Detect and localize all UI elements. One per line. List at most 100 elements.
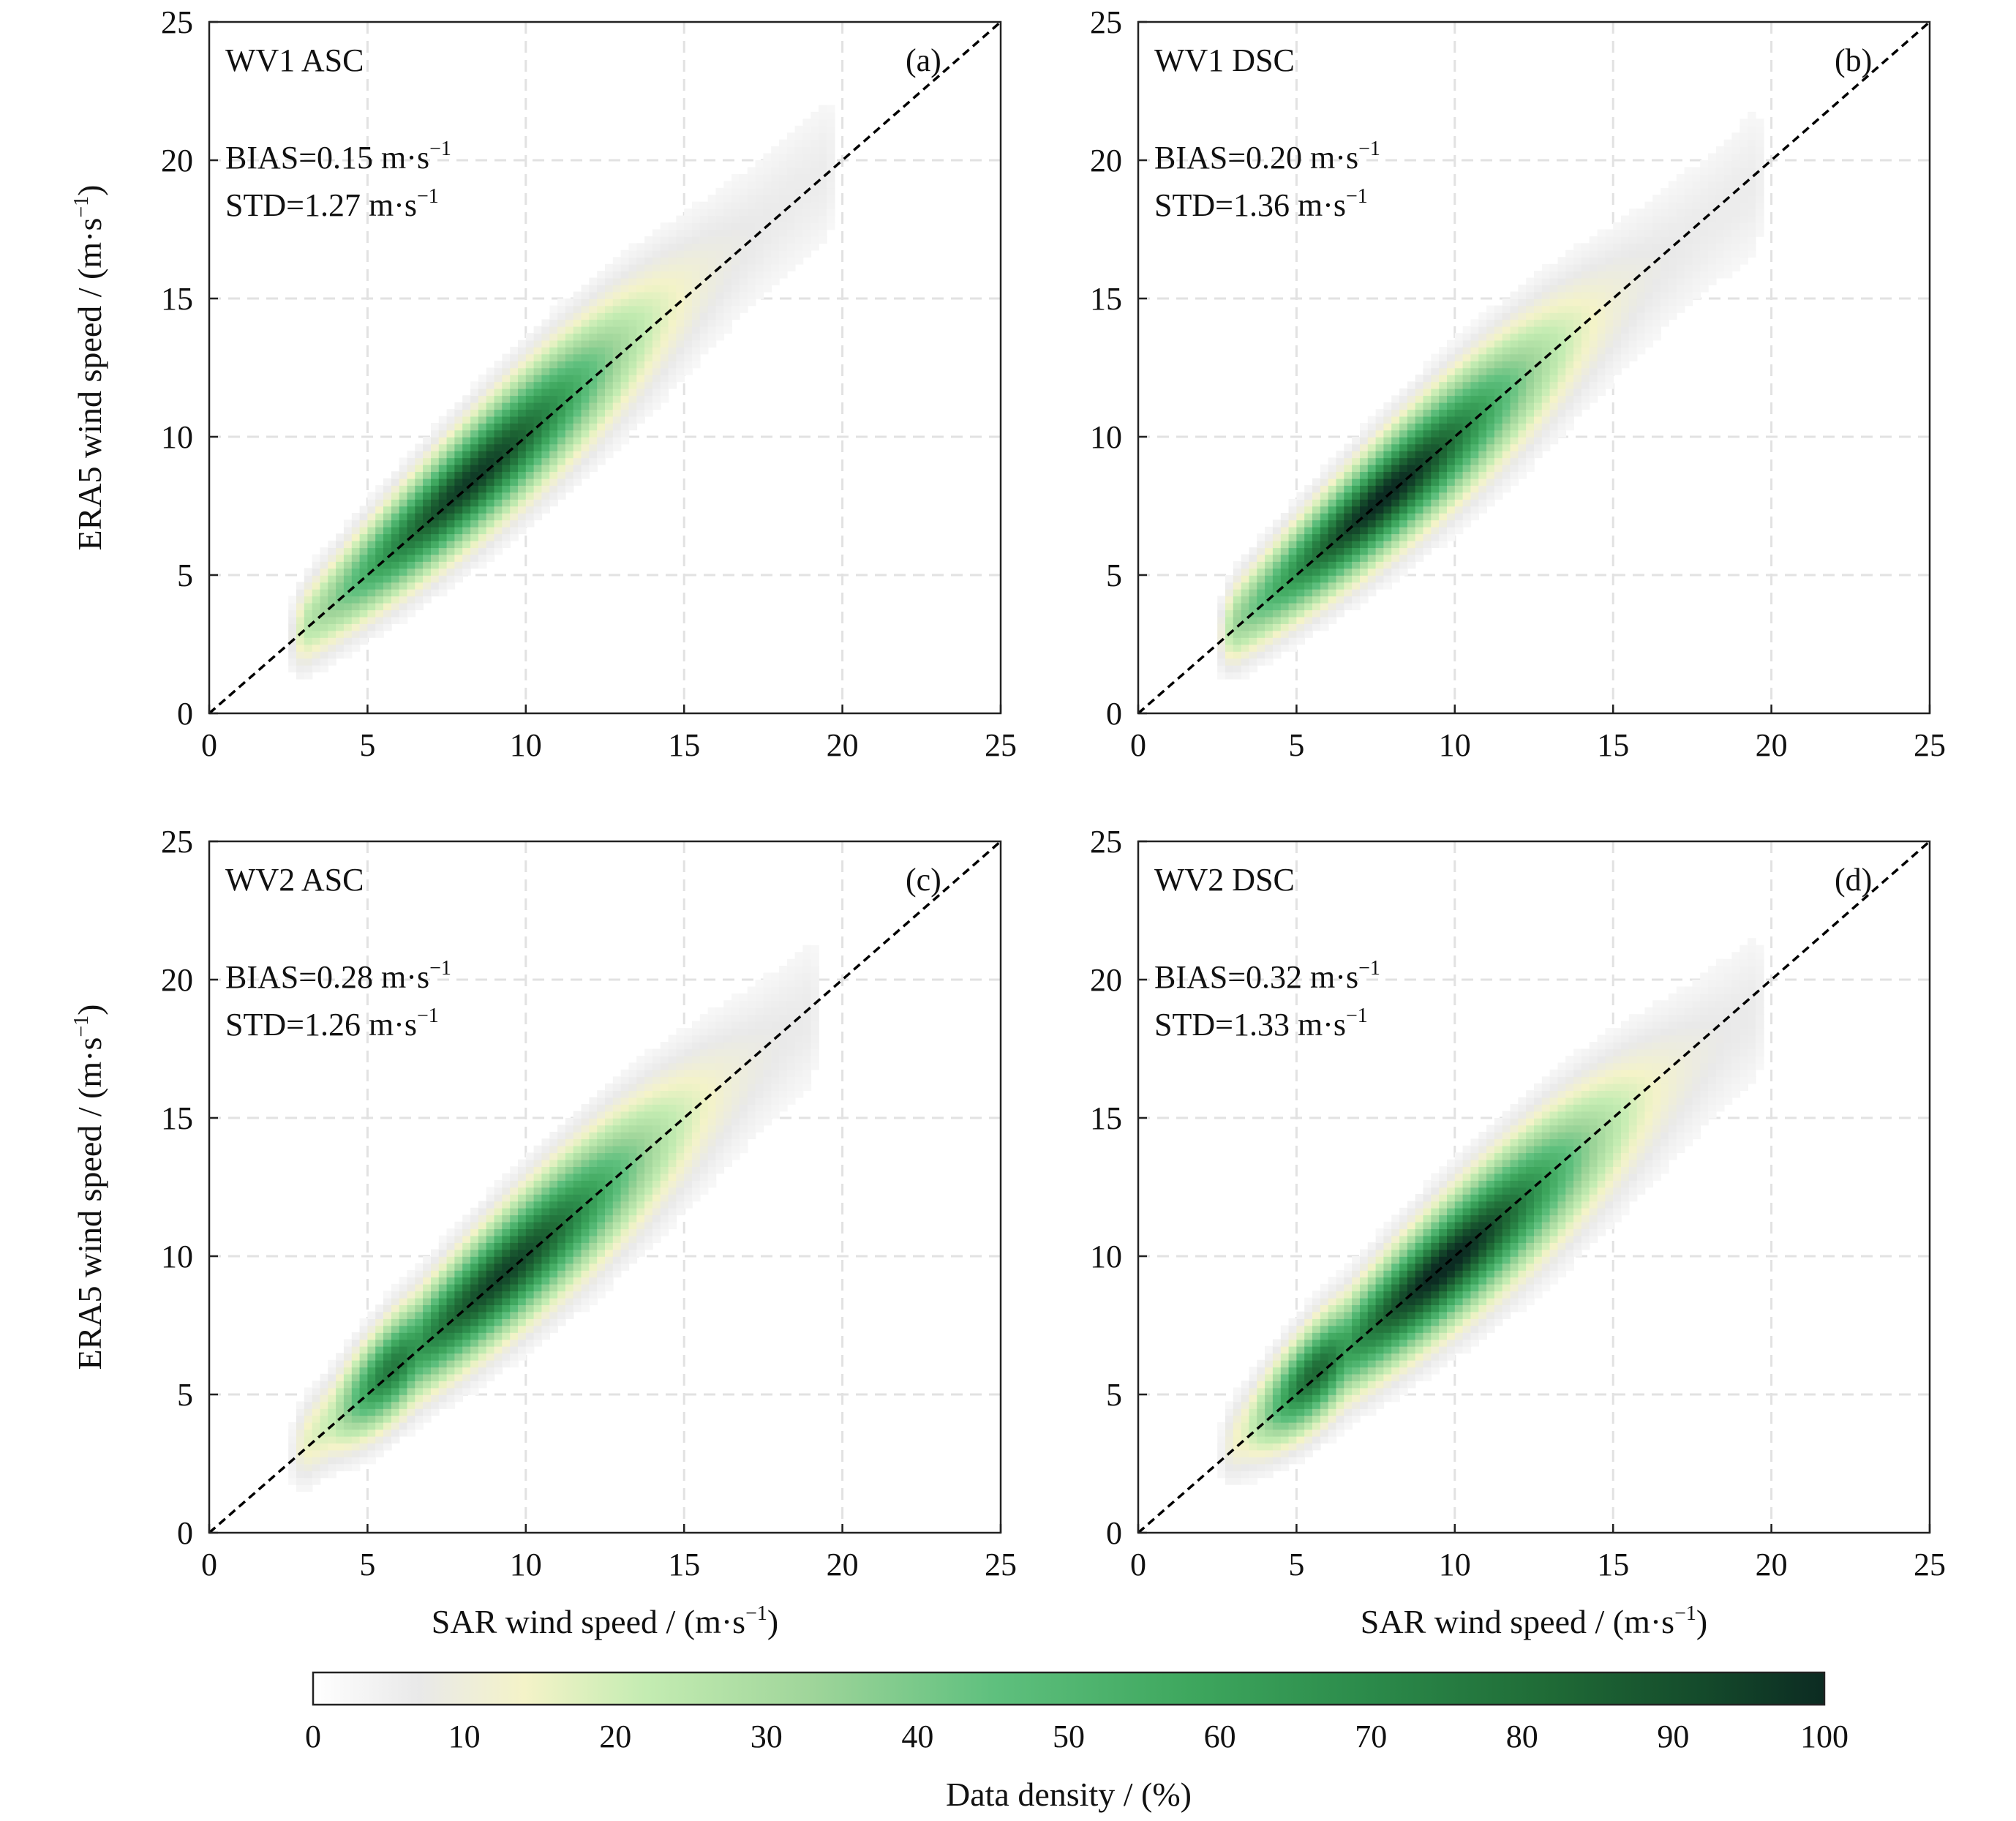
density-cell bbox=[644, 1090, 653, 1098]
density-cell bbox=[605, 277, 614, 285]
density-cell bbox=[1407, 464, 1416, 473]
density-cell bbox=[343, 602, 353, 611]
density-cell bbox=[810, 173, 819, 182]
density-cell bbox=[620, 429, 630, 438]
density-cell bbox=[533, 478, 543, 486]
density-cell bbox=[1352, 526, 1361, 535]
density-cell bbox=[1668, 236, 1677, 244]
density-cell bbox=[1486, 450, 1495, 459]
density-cell bbox=[692, 215, 701, 223]
density-cell bbox=[312, 561, 321, 569]
density-cell bbox=[336, 1394, 345, 1403]
density-cell bbox=[1415, 450, 1424, 459]
density-cell bbox=[1391, 547, 1400, 555]
density-cell bbox=[1399, 402, 1408, 410]
density-cell bbox=[1668, 209, 1677, 217]
density-cell bbox=[415, 575, 424, 583]
density-cell bbox=[359, 1443, 369, 1451]
density-cell bbox=[1549, 291, 1559, 299]
density-cell bbox=[1526, 443, 1535, 451]
density-cell bbox=[660, 1194, 669, 1202]
density-cell bbox=[525, 1166, 535, 1174]
density-cell bbox=[549, 1269, 558, 1278]
density-cell bbox=[573, 1131, 582, 1140]
density-cell bbox=[573, 1304, 582, 1313]
density-cell bbox=[367, 602, 376, 611]
density-cell bbox=[1557, 429, 1567, 438]
density-cell bbox=[375, 506, 384, 514]
density-cell bbox=[351, 1353, 361, 1361]
density-cell bbox=[597, 1111, 606, 1119]
density-cell bbox=[779, 1014, 788, 1022]
density-cell bbox=[786, 153, 796, 161]
density-cell bbox=[510, 1277, 519, 1285]
density-cell bbox=[462, 1339, 471, 1347]
density-cell bbox=[486, 499, 495, 507]
density-cell bbox=[1621, 277, 1630, 285]
density-cell bbox=[636, 361, 645, 369]
density-cell bbox=[328, 1381, 336, 1389]
density-cell bbox=[1344, 457, 1353, 465]
density-cell bbox=[351, 1373, 361, 1381]
density-cell bbox=[1756, 195, 1764, 203]
density-cell bbox=[407, 464, 416, 473]
density-cell bbox=[462, 429, 471, 438]
density-cell bbox=[794, 952, 804, 960]
density-cell bbox=[525, 1194, 535, 1202]
density-cell bbox=[1407, 519, 1416, 527]
density-cell bbox=[518, 464, 527, 473]
density-cell bbox=[454, 1277, 463, 1285]
density-cell bbox=[779, 229, 788, 237]
density-cell bbox=[597, 1131, 606, 1140]
density-cell bbox=[470, 1367, 479, 1375]
density-cell bbox=[320, 630, 329, 638]
density-cell bbox=[1447, 492, 1456, 500]
density-cell bbox=[605, 1214, 614, 1223]
density-cell bbox=[533, 485, 543, 493]
density-cell bbox=[1360, 450, 1369, 459]
density-cell bbox=[486, 1339, 495, 1347]
density-cell bbox=[771, 173, 780, 182]
density-cell bbox=[1344, 547, 1353, 555]
density-cell bbox=[1700, 243, 1709, 251]
density-cell bbox=[684, 1028, 693, 1036]
density-cell bbox=[1605, 271, 1614, 279]
density-cell bbox=[755, 1028, 764, 1036]
density-cell bbox=[827, 222, 835, 230]
density-cell bbox=[597, 271, 606, 279]
density-cell bbox=[486, 485, 495, 493]
density-cell bbox=[644, 1221, 653, 1230]
density-cell bbox=[549, 361, 558, 369]
density-cell bbox=[1344, 533, 1353, 541]
density-cell bbox=[1692, 277, 1701, 285]
density-cell bbox=[343, 609, 353, 617]
density-cell bbox=[375, 1304, 384, 1313]
density-cell bbox=[328, 1435, 336, 1443]
density-cell bbox=[676, 229, 685, 237]
density-cell bbox=[470, 1359, 479, 1368]
density-cell bbox=[668, 236, 677, 244]
density-cell bbox=[1265, 526, 1274, 535]
density-cell bbox=[1636, 347, 1646, 355]
density-cell bbox=[1684, 285, 1693, 293]
density-cell bbox=[1676, 236, 1685, 244]
density-cell bbox=[438, 423, 448, 431]
density-cell bbox=[541, 450, 550, 459]
density-cell bbox=[510, 1297, 519, 1305]
density-cell bbox=[383, 575, 392, 583]
density-cell bbox=[438, 1269, 448, 1278]
density-cell bbox=[747, 243, 756, 251]
density-cell bbox=[739, 1083, 748, 1091]
density-cell bbox=[328, 1471, 336, 1479]
density-cell bbox=[375, 1422, 384, 1430]
density-cell bbox=[739, 1035, 748, 1043]
density-cell bbox=[1391, 409, 1400, 417]
density-cell bbox=[1581, 381, 1590, 389]
density-cell bbox=[1486, 312, 1495, 320]
density-cell bbox=[1549, 277, 1559, 285]
density-cell bbox=[692, 1069, 701, 1078]
density-cell bbox=[359, 1359, 369, 1368]
density-cell bbox=[676, 1145, 685, 1154]
density-cell bbox=[462, 1345, 471, 1354]
density-cell bbox=[1320, 506, 1329, 514]
